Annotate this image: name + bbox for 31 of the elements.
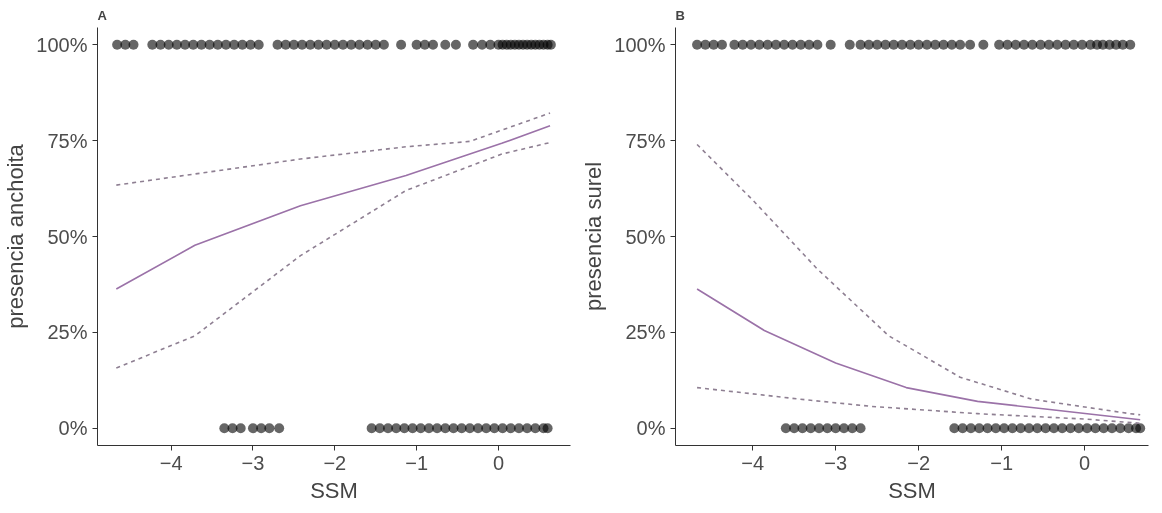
- y-axis-title: presencia anchoita: [3, 143, 29, 329]
- x-tick-label: −2: [907, 451, 931, 474]
- y-tick-label: 75%: [47, 129, 88, 152]
- chart-title: B: [675, 7, 685, 23]
- x-tick-label: −2: [323, 451, 347, 474]
- x-tick-label: 0: [492, 451, 505, 474]
- x-axis-title: SSM: [310, 477, 358, 503]
- line-series: [115, 141, 551, 369]
- x-axis-title: SSM: [888, 477, 936, 503]
- y-tick-label: 0%: [58, 417, 88, 440]
- x-tick-label: −4: [159, 451, 183, 474]
- y-tick-label: 50%: [47, 225, 88, 248]
- y-tick-label: 75%: [625, 129, 666, 152]
- line-series: [115, 124, 551, 290]
- y-tick-label: 50%: [625, 225, 666, 248]
- y-tick-label: 25%: [625, 321, 666, 344]
- line-series: [115, 112, 551, 186]
- y-tick-label: 0%: [636, 417, 666, 440]
- y-tick-label: 100%: [614, 33, 666, 56]
- x-tick-label: −4: [741, 451, 765, 474]
- x-tick-label: −1: [405, 451, 429, 474]
- line-series: [696, 143, 1141, 416]
- x-tick-label: −1: [990, 451, 1014, 474]
- y-axis-title: presencia surel: [581, 161, 607, 312]
- x-tick-label: −3: [241, 451, 265, 474]
- y-tick-label: 100%: [36, 33, 88, 56]
- line-series: [696, 288, 1141, 421]
- x-tick-label: −3: [824, 451, 848, 474]
- y-tick-label: 25%: [47, 321, 88, 344]
- chart-title: A: [97, 7, 108, 23]
- x-tick-label: 0: [1079, 451, 1091, 474]
